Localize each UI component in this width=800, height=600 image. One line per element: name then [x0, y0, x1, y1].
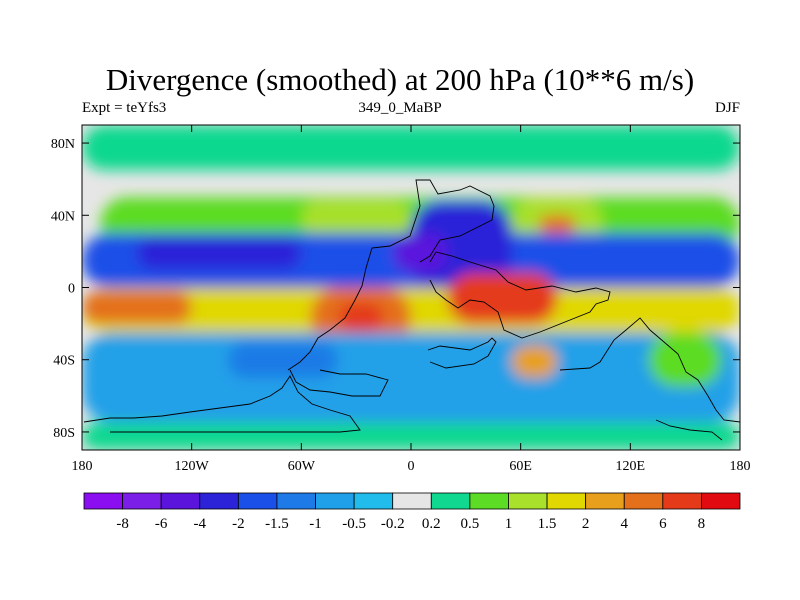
- y-tick-label-1: 40N: [51, 209, 75, 224]
- colorbar-box-6: [315, 492, 355, 510]
- experiment-label: Expt = teYfs3: [82, 100, 167, 116]
- x-tick-label-5: 120E: [616, 459, 646, 474]
- colorbar-box-14: [623, 492, 664, 510]
- colorbar-box-5: [276, 492, 316, 510]
- coastline-antarctica: [83, 375, 361, 433]
- colorbar-label-2: -4: [194, 516, 207, 532]
- colorbar-box-11: [508, 492, 548, 510]
- colorbar-box-3: [199, 492, 239, 510]
- chart-title: Divergence (smoothed) at 200 hPa (10**6 …: [105, 62, 695, 97]
- x-tick-label-6: 180: [730, 459, 751, 474]
- y-tick-label-4: 80S: [53, 426, 75, 441]
- divergence-region-10: [82, 291, 192, 324]
- divergence-region-9: [82, 287, 740, 333]
- divergence-region-17: [648, 332, 722, 387]
- divergence-region-18: [82, 422, 740, 450]
- coastline-africa: [427, 337, 497, 369]
- colorbar-box-15: [662, 492, 702, 510]
- colorbar-box-8: [392, 492, 432, 510]
- coastline-north-america: [287, 179, 495, 371]
- colorbar-label-6: -0.5: [342, 516, 366, 532]
- colorbar-label-9: 0.5: [461, 516, 480, 532]
- colorbar-label-14: 6: [659, 516, 667, 532]
- time-label: 349_0_MaBP: [358, 100, 442, 116]
- colorbar-label-7: -0.2: [381, 516, 405, 532]
- colorbar-label-0: -8: [116, 516, 129, 532]
- x-tick-label-0: 180: [72, 459, 93, 474]
- divergence-region-2: [301, 200, 411, 237]
- colorbar-box-7: [353, 492, 394, 510]
- x-tick-label-3: 0: [408, 459, 415, 474]
- colorbar-box-13: [585, 492, 625, 510]
- x-tick-label-4: 60E: [509, 459, 532, 474]
- colorbar-label-3: -2: [232, 516, 245, 532]
- divergence-region-4: [538, 215, 576, 234]
- coastline-south-america: [289, 369, 389, 397]
- colorbar-box-0: [83, 492, 123, 510]
- divergence-region-16: [511, 345, 558, 378]
- divergence-region-13: [447, 273, 558, 324]
- divergence-region-14: [82, 332, 740, 423]
- y-tick-label-2: 0: [68, 282, 75, 297]
- divergence-region-15: [228, 341, 338, 378]
- colorbar-box-1: [122, 492, 162, 510]
- colorbar-box-10: [469, 492, 509, 510]
- colorbar-label-12: 2: [582, 516, 590, 532]
- colorbar: -8 -6 -4 -2 -1.5 -1 -0.5 -0.2 0.2 0.5 1 1.5 2 4 6 8: [83, 492, 741, 532]
- colorbar-box-4: [237, 492, 278, 510]
- divergence-region-6: [136, 236, 302, 270]
- colorbar-label-5: -1: [309, 516, 322, 532]
- x-tick-label-2: 60W: [288, 459, 316, 474]
- colorbar-label-1: -6: [155, 516, 168, 532]
- x-tick-label-1: 120W: [175, 459, 210, 474]
- divergence-region-12: [337, 301, 384, 333]
- colorbar-label-8: 0.2: [422, 516, 441, 532]
- colorbar-label-10: 1: [505, 516, 513, 532]
- coastline-australia: [559, 317, 740, 423]
- coastline-pacific-islands: [655, 419, 723, 441]
- colorbar-label-15: 8: [698, 516, 706, 532]
- colorbar-box-12: [546, 492, 587, 510]
- y-tick-label-0: 80N: [51, 137, 75, 152]
- colorbar-box-9: [430, 492, 471, 510]
- coastline-eurasia: [429, 251, 611, 339]
- colorbar-label-11: 1.5: [538, 516, 557, 532]
- colorbar-label-13: 4: [620, 516, 628, 532]
- colorbar-box-2: [160, 492, 201, 510]
- divergence-region-19: [82, 125, 740, 171]
- y-tick-label-3: 40S: [53, 354, 75, 369]
- colorbar-box-16: [701, 492, 741, 510]
- axes: 180 120W 60W 0 60E 120E 180 80N 40N 0 40S 80S: [51, 125, 751, 474]
- colorbar-label-4: -1.5: [265, 516, 289, 532]
- season-label: DJF: [714, 100, 740, 116]
- coastlines: [83, 179, 740, 441]
- divergence-region-8: [392, 233, 448, 274]
- divergence-field: [82, 125, 740, 450]
